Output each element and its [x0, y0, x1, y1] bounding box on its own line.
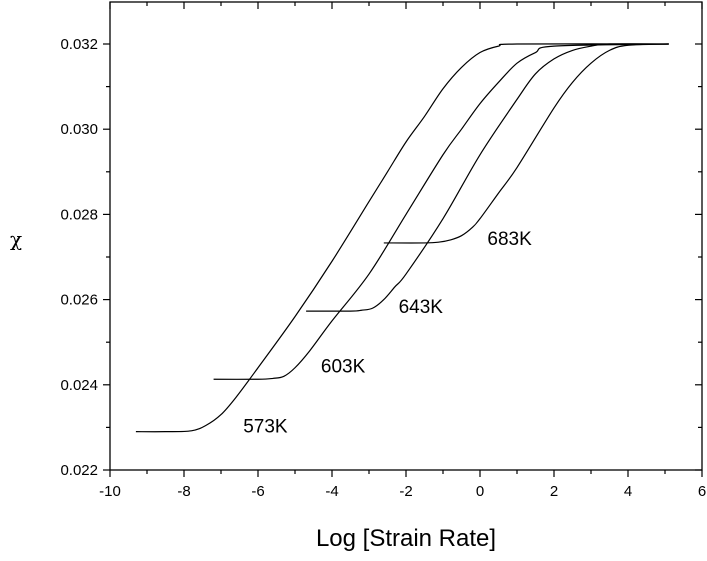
series-labels: 573K 603K 643K 683K [243, 229, 532, 437]
x-tick-label: 6 [698, 483, 706, 500]
series-line-573K [135, 43, 669, 433]
axis-tick-labels: -10 -8 -6 -4 -2 0 2 4 6 0.022 0.024 0.026 0.028 0.030… [60, 36, 706, 500]
x-tick-label: 4 [624, 483, 632, 500]
series-label-573K: 573K [243, 416, 288, 437]
y-tick-label: 0.022 [60, 462, 98, 479]
series-line-603K [213, 43, 669, 380]
series-line-643K [306, 43, 669, 312]
x-tick-label: 2 [550, 483, 558, 500]
series-label-643K: 643K [399, 297, 444, 318]
y-tick-label: 0.030 [60, 121, 98, 138]
series-lines [135, 43, 669, 433]
x-tick-label: -4 [325, 483, 338, 500]
x-axis-title: Log [Strain Rate] [316, 525, 496, 552]
y-tick-label: 0.028 [60, 206, 98, 223]
axis-ticks [103, 2, 703, 477]
x-tick-label: 0 [476, 483, 484, 500]
y-tick-label: 0.026 [60, 292, 98, 309]
x-tick-label: -8 [177, 483, 190, 500]
y-tick-label: 0.024 [60, 377, 98, 394]
plot-frame [109, 1, 703, 471]
y-axis-title: χ [10, 227, 22, 251]
y-tick-label: 0.032 [60, 36, 98, 53]
series-label-683K: 683K [487, 229, 532, 250]
x-tick-label: -2 [399, 483, 412, 500]
series-label-603K: 603K [321, 357, 366, 378]
x-tick-label: -6 [251, 483, 264, 500]
series-line-683K [383, 43, 669, 244]
x-tick-label: -10 [99, 483, 121, 500]
